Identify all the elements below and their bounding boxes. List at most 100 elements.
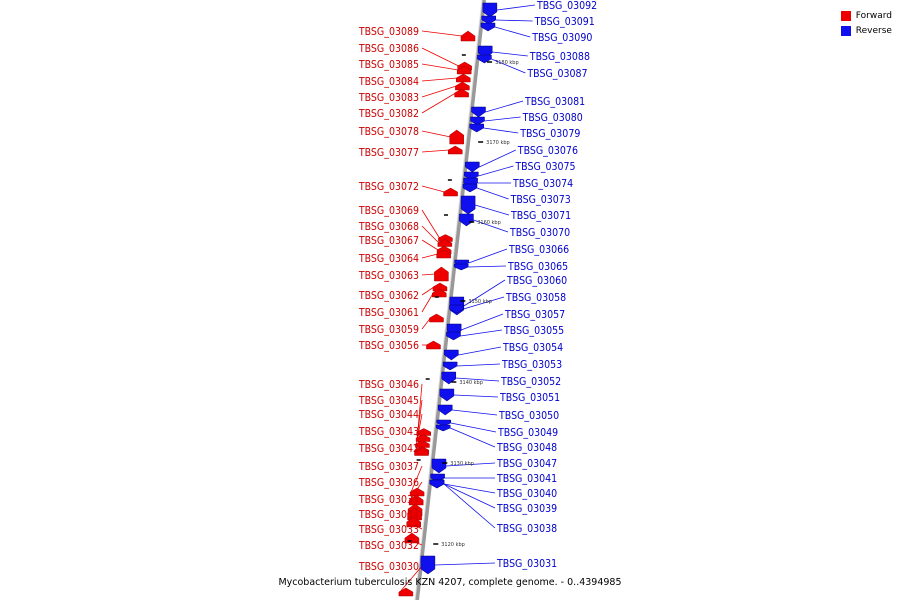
forward-gene-label[interactable]: TBSG_03034 — [358, 509, 419, 521]
reverse-gene[interactable] — [469, 123, 484, 133]
forward-gene-label[interactable]: TBSG_03059 — [358, 324, 419, 336]
forward-gene[interactable] — [415, 440, 430, 448]
reverse-gene[interactable] — [446, 331, 461, 341]
forward-gene[interactable] — [432, 288, 447, 298]
forward-gene[interactable] — [429, 313, 444, 323]
forward-gene-label[interactable]: TBSG_03067 — [358, 235, 419, 247]
forward-gene-label[interactable]: TBSG_03030 — [358, 561, 419, 573]
reverse-gene-label[interactable]: TBSG_03091 — [534, 16, 595, 28]
reverse-gene-label[interactable]: TBSG_03060 — [506, 275, 567, 287]
forward-gene-label[interactable]: TBSG_03036 — [358, 477, 419, 489]
forward-gene[interactable] — [443, 187, 458, 197]
reverse-gene[interactable] — [481, 15, 497, 25]
reverse-gene-label[interactable]: TBSG_03087 — [526, 68, 587, 80]
forward-gene[interactable] — [416, 428, 432, 436]
forward-gene[interactable] — [406, 516, 421, 528]
reverse-gene-label[interactable]: TBSG_03040 — [496, 488, 557, 500]
forward-gene-label[interactable]: TBSG_03056 — [358, 340, 419, 352]
forward-gene[interactable] — [454, 88, 469, 98]
reverse-gene-label[interactable]: TBSG_03039 — [496, 503, 557, 515]
forward-gene-label[interactable]: TBSG_03078 — [358, 126, 419, 138]
forward-gene[interactable] — [432, 282, 448, 292]
forward-gene[interactable] — [426, 340, 441, 350]
reverse-gene[interactable] — [435, 424, 451, 432]
forward-gene[interactable] — [456, 65, 472, 75]
reverse-gene[interactable] — [444, 349, 459, 361]
forward-gene[interactable] — [455, 81, 470, 91]
forward-gene[interactable] — [460, 30, 476, 42]
forward-gene-label[interactable]: TBSG_03086 — [358, 43, 419, 55]
reverse-gene[interactable] — [431, 458, 447, 474]
reverse-gene[interactable] — [482, 2, 498, 18]
reverse-gene-label[interactable]: TBSG_03053 — [501, 359, 562, 371]
forward-gene-label[interactable]: TBSG_03068 — [358, 221, 419, 233]
forward-gene-label[interactable]: TBSG_03083 — [358, 92, 419, 104]
reverse-gene-label[interactable]: TBSG_03079 — [519, 128, 580, 140]
reverse-gene-label[interactable]: TBSG_03081 — [524, 96, 585, 108]
forward-gene[interactable] — [408, 494, 424, 506]
forward-gene-label[interactable]: TBSG_03089 — [358, 26, 419, 38]
reverse-gene-label[interactable]: TBSG_03075 — [514, 161, 575, 173]
reverse-gene-label[interactable]: TBSG_03049 — [497, 427, 558, 439]
forward-gene-label[interactable]: TBSG_03064 — [358, 253, 419, 265]
forward-gene-label[interactable]: TBSG_03044 — [358, 409, 419, 421]
reverse-gene-label[interactable]: TBSG_03090 — [531, 32, 592, 44]
reverse-gene[interactable] — [429, 479, 445, 489]
reverse-gene-label[interactable]: TBSG_03050 — [498, 410, 559, 422]
reverse-gene-label[interactable]: TBSG_03051 — [499, 392, 560, 404]
reverse-gene-label[interactable]: TBSG_03058 — [505, 292, 566, 304]
forward-gene[interactable] — [449, 129, 464, 145]
forward-gene-label[interactable]: TBSG_03063 — [358, 270, 419, 282]
reverse-gene-label[interactable]: TBSG_03071 — [510, 210, 571, 222]
reverse-gene[interactable] — [420, 555, 436, 575]
forward-gene[interactable] — [448, 145, 463, 155]
forward-gene[interactable] — [434, 266, 449, 282]
reverse-gene-label[interactable]: TBSG_03070 — [509, 227, 570, 239]
reverse-gene[interactable] — [480, 22, 496, 32]
forward-gene-label[interactable]: TBSG_03046 — [358, 379, 419, 391]
forward-gene-label[interactable]: TBSG_03042 — [358, 443, 419, 455]
reverse-gene[interactable] — [465, 161, 480, 173]
forward-gene-label[interactable]: TBSG_03082 — [358, 108, 419, 120]
forward-gene-label[interactable]: TBSG_03061 — [358, 307, 419, 319]
reverse-gene-label[interactable]: TBSG_03048 — [496, 442, 557, 454]
forward-gene-label[interactable]: TBSG_03045 — [358, 395, 419, 407]
forward-gene-label[interactable]: TBSG_03035 — [358, 494, 419, 506]
forward-gene-label[interactable]: TBSG_03077 — [358, 147, 419, 159]
forward-gene-label[interactable]: TBSG_03033 — [358, 524, 419, 536]
forward-gene[interactable] — [438, 234, 453, 242]
forward-gene-label[interactable]: TBSG_03072 — [358, 181, 419, 193]
forward-gene[interactable] — [409, 487, 425, 497]
reverse-gene[interactable] — [449, 304, 464, 314]
forward-gene[interactable] — [415, 434, 431, 442]
reverse-gene[interactable] — [460, 195, 476, 215]
forward-gene[interactable] — [437, 239, 453, 247]
reverse-gene[interactable] — [470, 116, 485, 126]
reverse-gene[interactable] — [462, 183, 478, 193]
reverse-gene-label[interactable]: TBSG_03031 — [496, 558, 557, 570]
reverse-gene[interactable] — [471, 106, 486, 118]
forward-gene[interactable] — [407, 507, 422, 521]
reverse-gene-label[interactable]: TBSG_03041 — [496, 473, 557, 485]
reverse-gene[interactable] — [442, 361, 458, 371]
forward-gene-label[interactable]: TBSG_03084 — [358, 76, 419, 88]
forward-gene-label[interactable]: TBSG_03032 — [358, 540, 419, 552]
reverse-gene-label[interactable]: TBSG_03065 — [507, 261, 568, 273]
reverse-gene-label[interactable]: TBSG_03073 — [510, 194, 571, 206]
reverse-gene[interactable] — [453, 263, 469, 271]
reverse-gene-label[interactable]: TBSG_03074 — [512, 178, 573, 190]
reverse-gene-label[interactable]: TBSG_03066 — [508, 244, 569, 256]
forward-gene[interactable] — [398, 587, 414, 597]
reverse-gene-label[interactable]: TBSG_03088 — [529, 51, 590, 63]
reverse-gene-label[interactable]: TBSG_03092 — [536, 0, 597, 12]
forward-gene-label[interactable]: TBSG_03037 — [358, 461, 419, 473]
reverse-gene-label[interactable]: TBSG_03038 — [496, 523, 557, 535]
reverse-gene[interactable] — [436, 419, 452, 427]
reverse-gene-label[interactable]: TBSG_03080 — [522, 112, 583, 124]
reverse-gene-label[interactable]: TBSG_03052 — [500, 376, 561, 388]
forward-gene-label[interactable]: TBSG_03069 — [358, 205, 419, 217]
forward-gene[interactable] — [456, 73, 471, 83]
reverse-gene-label[interactable]: TBSG_03055 — [503, 325, 564, 337]
reverse-gene-label[interactable]: TBSG_03047 — [496, 458, 557, 470]
reverse-gene[interactable] — [439, 388, 455, 402]
